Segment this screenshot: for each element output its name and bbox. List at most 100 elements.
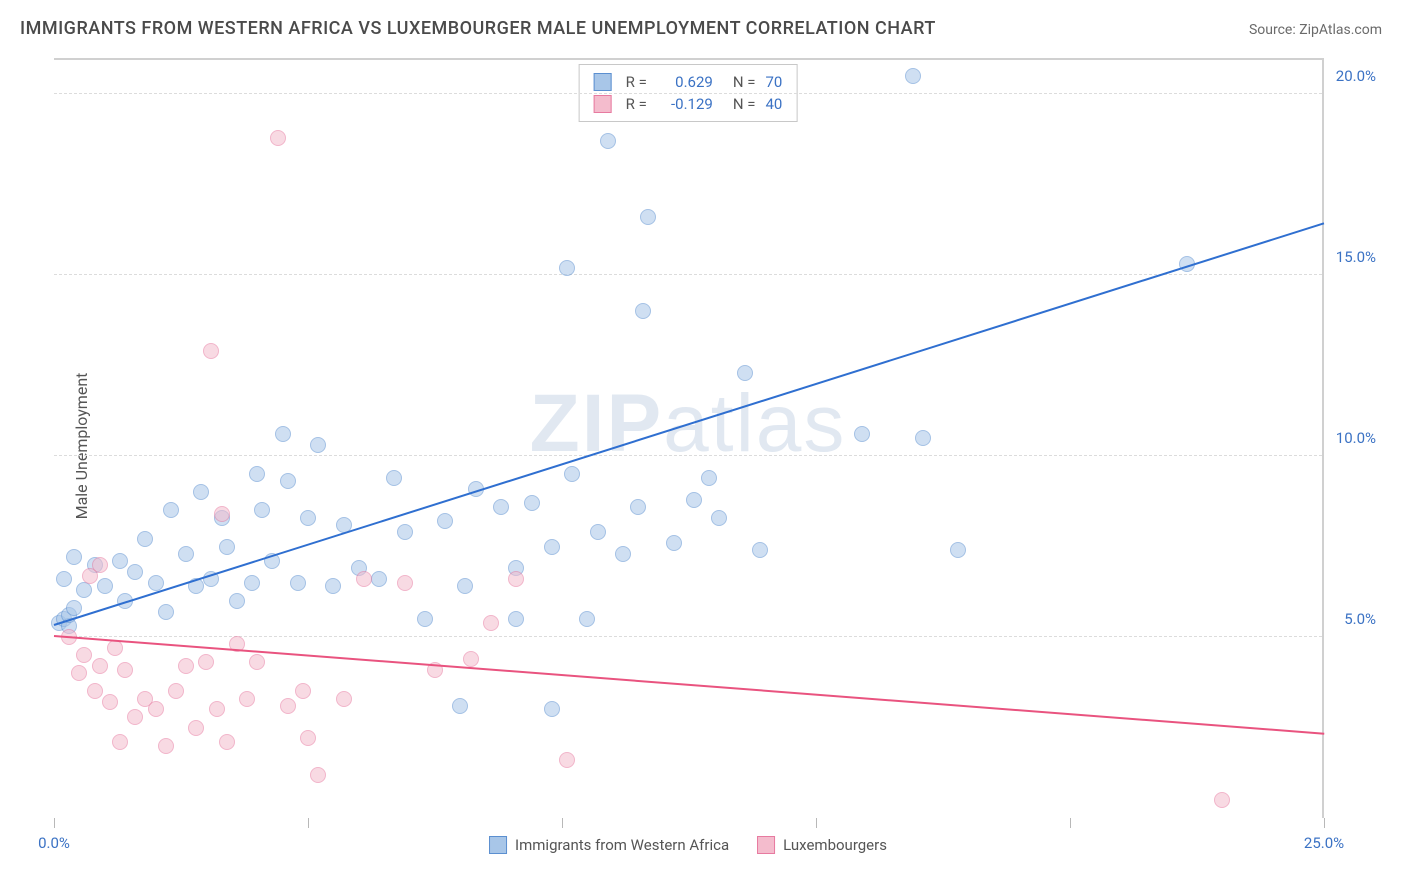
data-point bbox=[590, 524, 606, 540]
data-point bbox=[219, 734, 235, 750]
gridline-h bbox=[54, 274, 1322, 275]
data-point bbox=[280, 698, 296, 714]
legend-row-series-0: R = 0.629 N = 70 bbox=[594, 71, 783, 93]
data-point bbox=[97, 578, 113, 594]
data-point bbox=[711, 510, 727, 526]
gridline-h bbox=[54, 455, 1322, 456]
data-point bbox=[397, 524, 413, 540]
data-point bbox=[168, 683, 184, 699]
data-point bbox=[148, 575, 164, 591]
data-point bbox=[249, 654, 265, 670]
data-point bbox=[295, 683, 311, 699]
data-point bbox=[336, 691, 352, 707]
data-point bbox=[107, 640, 123, 656]
x-tick bbox=[562, 818, 563, 828]
x-tick bbox=[54, 818, 55, 828]
data-point bbox=[371, 571, 387, 587]
data-point bbox=[117, 662, 133, 678]
data-point bbox=[209, 701, 225, 717]
data-point bbox=[701, 470, 717, 486]
data-point bbox=[158, 738, 174, 754]
data-point bbox=[325, 578, 341, 594]
legend-item-0: Immigrants from Western Africa bbox=[489, 836, 729, 854]
n-label: N = bbox=[733, 95, 756, 113]
data-point bbox=[198, 654, 214, 670]
data-point bbox=[127, 709, 143, 725]
data-point bbox=[219, 539, 235, 555]
data-point bbox=[148, 701, 164, 717]
data-point bbox=[56, 571, 72, 587]
x-tick-label: 25.0% bbox=[1304, 834, 1344, 852]
data-point bbox=[600, 133, 616, 149]
x-tick bbox=[1070, 818, 1071, 828]
data-point bbox=[249, 466, 265, 482]
data-point bbox=[158, 604, 174, 620]
data-point bbox=[950, 542, 966, 558]
data-point bbox=[203, 343, 219, 359]
trend-line bbox=[54, 223, 1325, 627]
data-point bbox=[92, 557, 108, 573]
data-point bbox=[112, 553, 128, 569]
data-point bbox=[544, 701, 560, 717]
data-point bbox=[483, 615, 499, 631]
data-point bbox=[417, 611, 433, 627]
trend-line bbox=[54, 635, 1324, 735]
swatch-series-1 bbox=[757, 836, 775, 854]
data-point bbox=[300, 510, 316, 526]
data-point bbox=[310, 437, 326, 453]
data-point bbox=[854, 426, 870, 442]
x-tick-label: 0.0% bbox=[38, 834, 70, 852]
r-label: R = bbox=[626, 73, 647, 91]
data-point bbox=[630, 499, 646, 515]
x-tick bbox=[816, 818, 817, 828]
source-attribution: Source: ZipAtlas.com bbox=[1249, 22, 1382, 38]
data-point bbox=[386, 470, 402, 486]
y-tick-label: 20.0% bbox=[1336, 67, 1376, 85]
data-point bbox=[686, 492, 702, 508]
data-point bbox=[310, 767, 326, 783]
n-label: N = bbox=[733, 73, 756, 91]
data-point bbox=[239, 691, 255, 707]
data-point bbox=[524, 495, 540, 511]
data-point bbox=[178, 658, 194, 674]
data-point bbox=[178, 546, 194, 562]
data-point bbox=[615, 546, 631, 562]
data-point bbox=[137, 531, 153, 547]
data-point bbox=[463, 651, 479, 667]
gridline-h bbox=[54, 636, 1322, 637]
data-point bbox=[229, 593, 245, 609]
data-point bbox=[76, 647, 92, 663]
series-legend: Immigrants from Western Africa Luxembour… bbox=[489, 836, 887, 854]
data-point bbox=[76, 582, 92, 598]
scatter-plot-area: ZIPatlas R = 0.629 N = 70 R = -0.129 N =… bbox=[54, 58, 1324, 818]
series-name-1: Luxembourgers bbox=[783, 836, 887, 854]
data-point bbox=[737, 365, 753, 381]
data-point bbox=[275, 426, 291, 442]
data-point bbox=[214, 506, 230, 522]
x-tick bbox=[308, 818, 309, 828]
data-point bbox=[559, 752, 575, 768]
data-point bbox=[397, 575, 413, 591]
data-point bbox=[66, 600, 82, 616]
swatch-series-1 bbox=[594, 95, 612, 113]
data-point bbox=[666, 535, 682, 551]
n-value-1: 40 bbox=[765, 95, 782, 113]
swatch-series-0 bbox=[594, 73, 612, 91]
gridline-h bbox=[54, 93, 1322, 94]
r-value-1: -0.129 bbox=[657, 95, 713, 113]
data-point bbox=[493, 499, 509, 515]
data-point bbox=[188, 720, 204, 736]
swatch-series-0 bbox=[489, 836, 507, 854]
data-point bbox=[579, 611, 595, 627]
data-point bbox=[102, 694, 118, 710]
data-point bbox=[640, 209, 656, 225]
data-point bbox=[752, 542, 768, 558]
y-tick-label: 15.0% bbox=[1336, 248, 1376, 266]
data-point bbox=[905, 68, 921, 84]
y-tick-label: 5.0% bbox=[1344, 610, 1376, 628]
data-point bbox=[92, 658, 108, 674]
data-point bbox=[437, 513, 453, 529]
data-point bbox=[508, 611, 524, 627]
data-point bbox=[300, 730, 316, 746]
series-name-0: Immigrants from Western Africa bbox=[515, 836, 729, 854]
